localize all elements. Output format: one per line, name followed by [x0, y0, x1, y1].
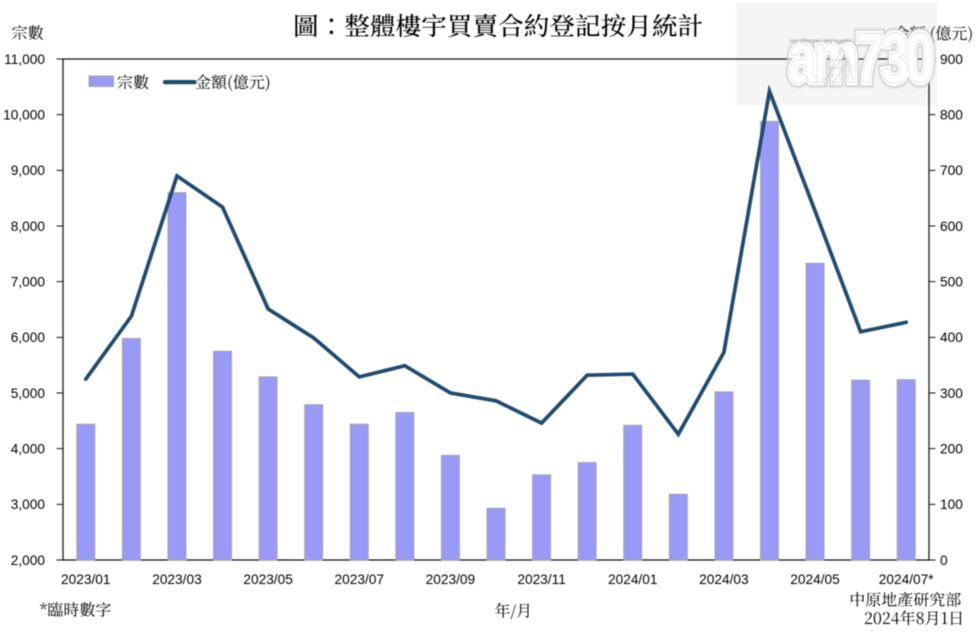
svg-text:2024/05: 2024/05	[790, 572, 840, 587]
svg-text:5,000: 5,000	[11, 386, 46, 401]
svg-text:2024/01: 2024/01	[608, 572, 657, 587]
svg-text:my choice . my paper: my choice . my paper	[790, 38, 853, 44]
svg-text:2023/11: 2023/11	[517, 572, 565, 587]
svg-text:4,000: 4,000	[11, 441, 46, 456]
svg-text:0: 0	[940, 553, 948, 568]
svg-text:am730: am730	[788, 19, 932, 98]
svg-text:500: 500	[940, 274, 963, 289]
svg-text:700: 700	[940, 163, 963, 178]
svg-text:11,000: 11,000	[4, 52, 45, 67]
svg-text:2023/01: 2023/01	[61, 572, 110, 587]
svg-text:am730: am730	[788, 19, 932, 98]
svg-text:2,000: 2,000	[11, 553, 46, 568]
svg-text:600: 600	[940, 219, 963, 234]
svg-text:3,000: 3,000	[11, 497, 46, 512]
svg-text:200: 200	[940, 441, 963, 456]
svg-text:am730: am730	[788, 19, 932, 98]
svg-text:8,000: 8,000	[11, 219, 46, 234]
svg-text:10,000: 10,000	[3, 107, 45, 122]
svg-text:2024/03: 2024/03	[699, 572, 749, 587]
svg-text:6,000: 6,000	[11, 330, 46, 345]
svg-text:2023/03: 2023/03	[152, 572, 202, 587]
svg-text:400: 400	[940, 330, 963, 345]
svg-text:9,000: 9,000	[11, 163, 46, 178]
svg-text:2023/05: 2023/05	[243, 572, 293, 587]
svg-text:am730: am730	[788, 19, 932, 98]
svg-text:300: 300	[940, 386, 963, 401]
svg-text:900: 900	[940, 52, 963, 67]
svg-text:2023/09: 2023/09	[426, 572, 475, 587]
svg-text:100: 100	[940, 497, 963, 512]
svg-text:800: 800	[940, 107, 963, 122]
svg-text:2024/07*: 2024/07*	[879, 572, 934, 587]
svg-text:7,000: 7,000	[11, 274, 46, 289]
svg-text:2023/07: 2023/07	[335, 572, 384, 587]
